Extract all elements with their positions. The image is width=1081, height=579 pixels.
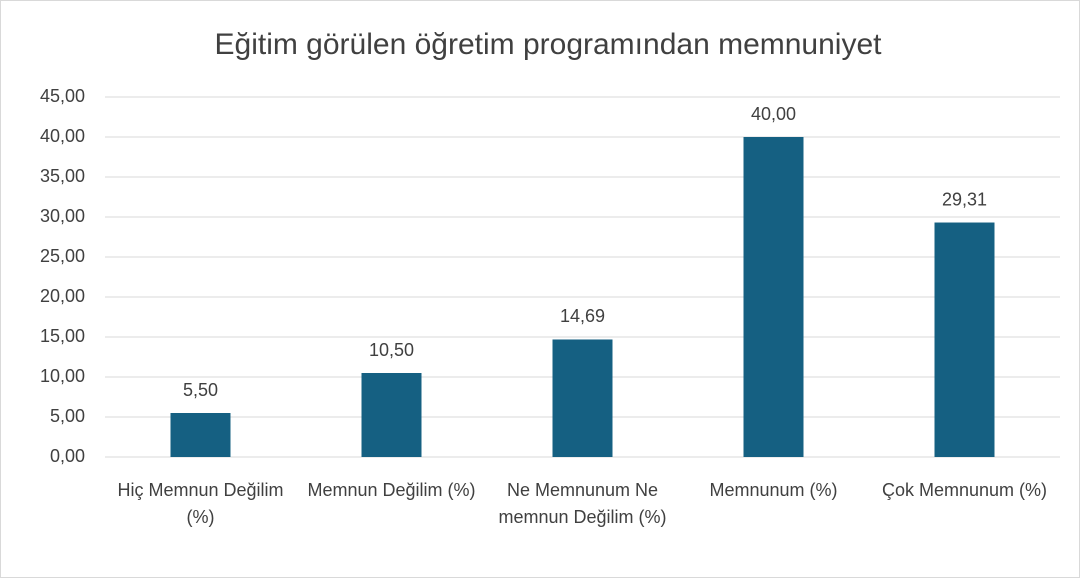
y-tick-label: 25,00 <box>40 246 85 266</box>
y-tick-label: 5,00 <box>50 406 85 426</box>
chart-title: Eğitim görülen öğretim programından memn… <box>215 28 883 61</box>
bar <box>170 413 231 457</box>
x-tick-label: Ne Memnunum Ne memnun Değilim (%) <box>498 480 667 527</box>
y-tick-label: 30,00 <box>40 206 85 226</box>
y-tick-label: 15,00 <box>40 326 85 346</box>
bar <box>361 373 422 457</box>
bar <box>552 339 613 457</box>
y-tick-label: 35,00 <box>40 166 85 186</box>
data-label: 40,00 <box>751 104 796 124</box>
x-tick-label: Çok Memnunum (%) <box>881 480 1048 500</box>
y-tick-label: 20,00 <box>40 286 85 306</box>
y-tick-label: 45,00 <box>40 86 85 106</box>
bar <box>743 137 804 457</box>
bar <box>934 222 995 457</box>
data-label: 29,31 <box>942 189 987 209</box>
y-tick-label: 0,00 <box>50 446 85 466</box>
data-label: 10,50 <box>369 340 414 360</box>
data-label: 14,69 <box>560 306 605 326</box>
x-tick-label: Memnun Değilim (%) <box>307 480 476 500</box>
y-tick-label: 40,00 <box>40 126 85 146</box>
data-label: 5,50 <box>183 380 218 400</box>
x-tick-label: Hiç Memnun Değilim (%) <box>117 480 284 527</box>
y-tick-label: 10,00 <box>40 366 85 386</box>
x-tick-label: Memnunum (%) <box>709 480 838 500</box>
